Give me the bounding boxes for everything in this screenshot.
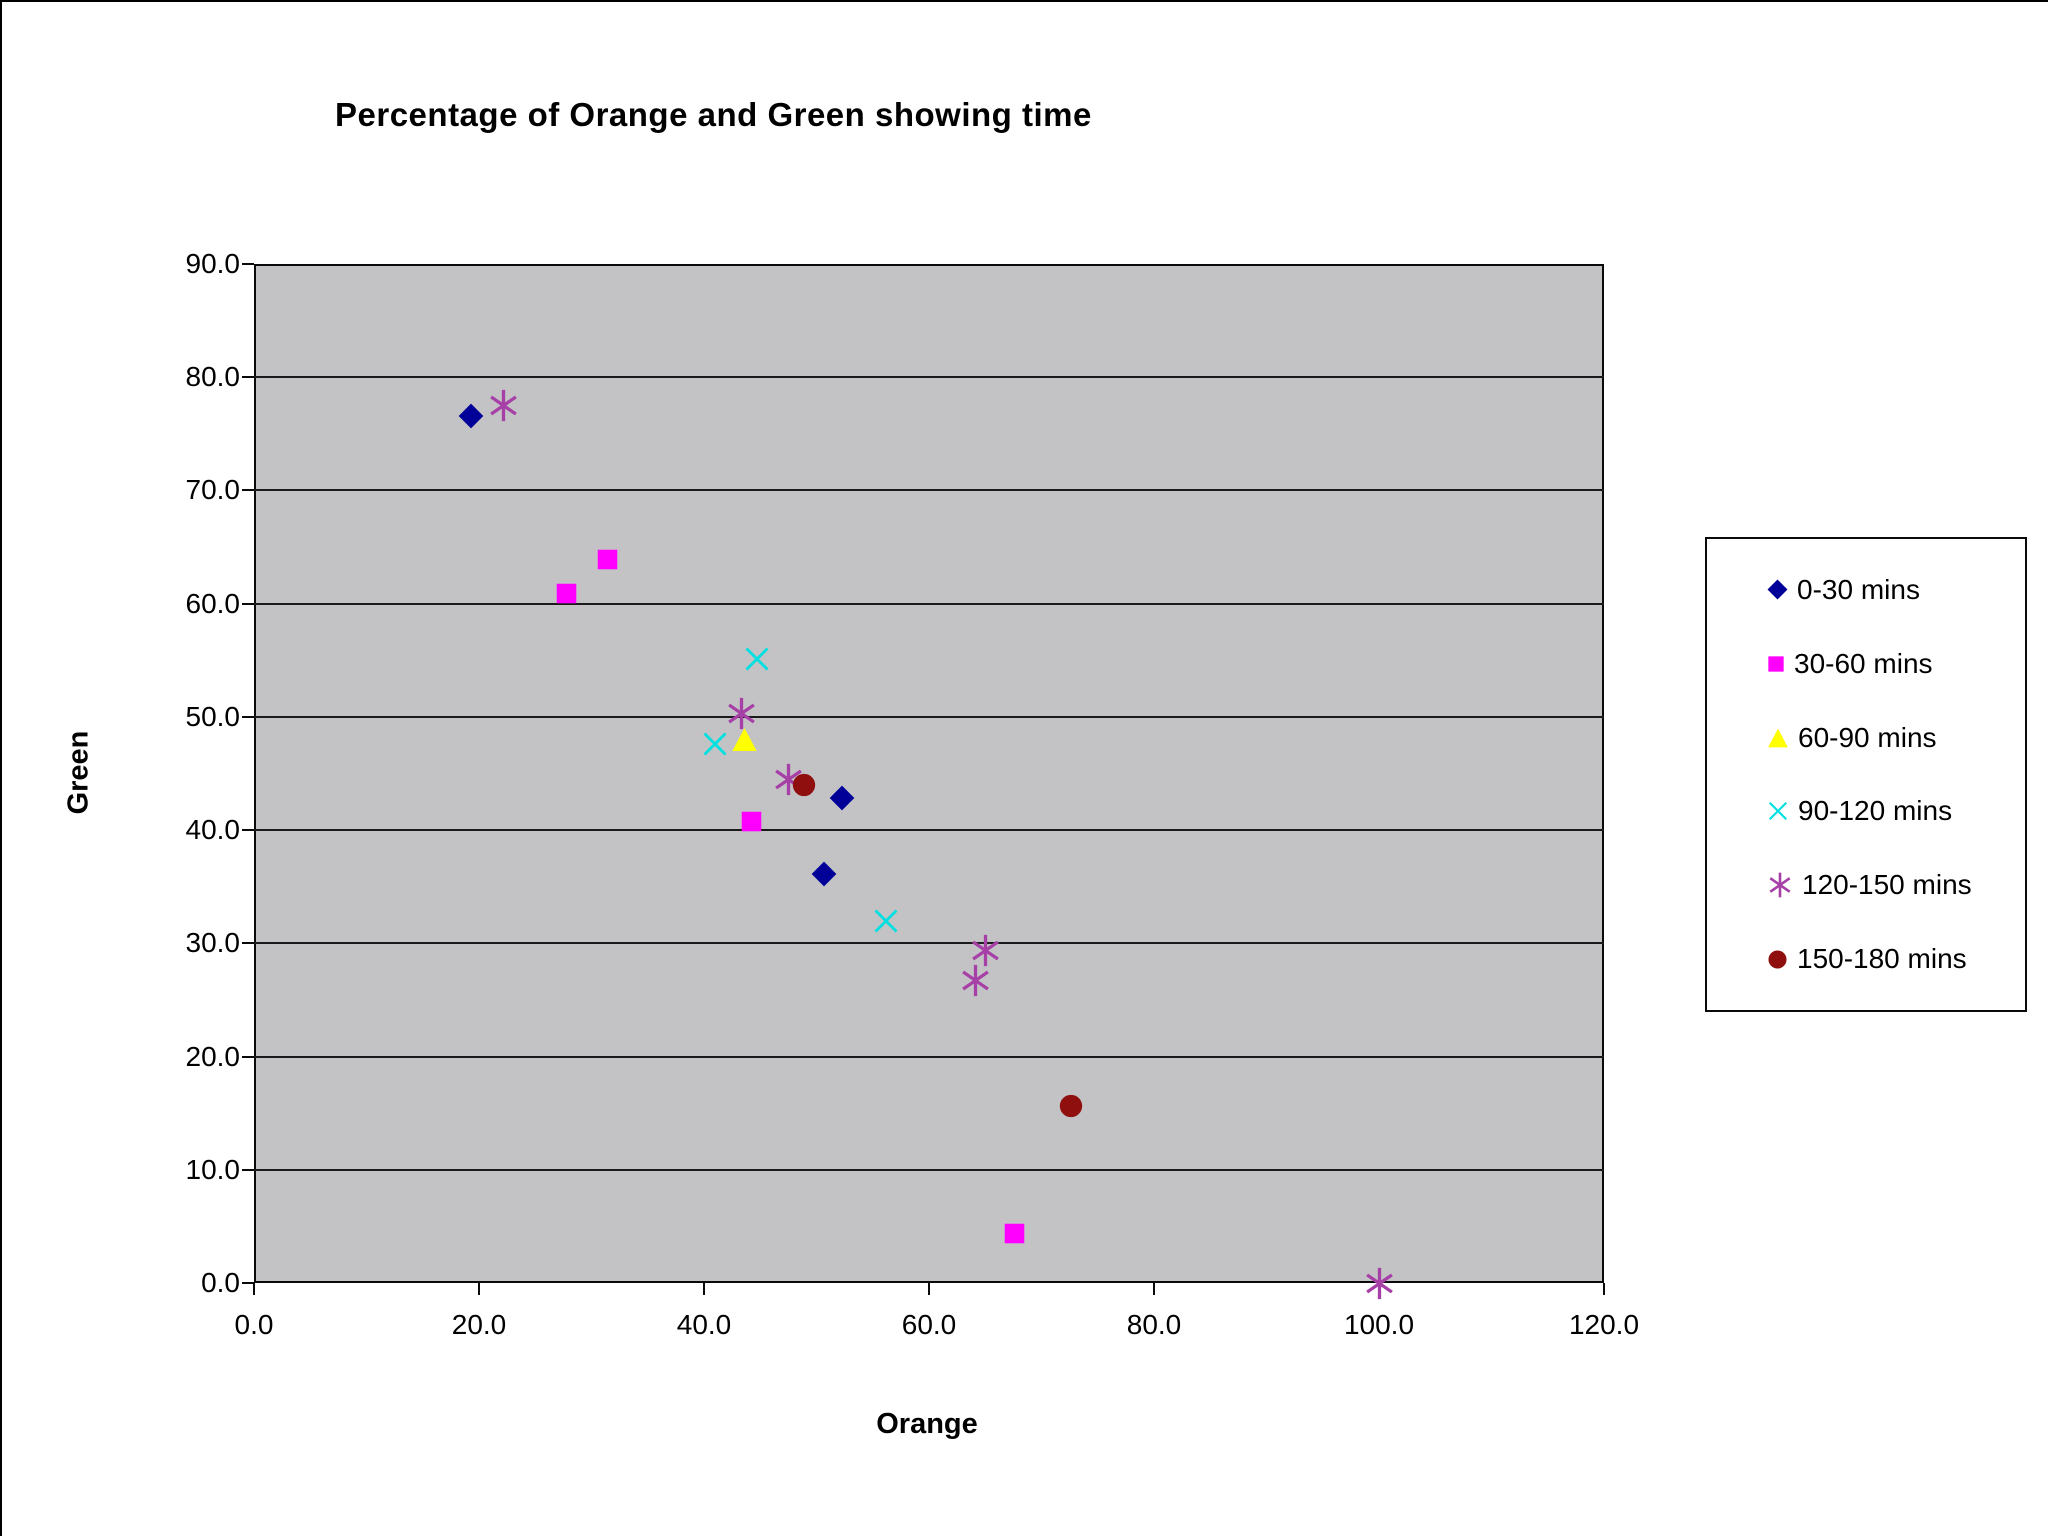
legend-item-label: 60-90 mins (1798, 721, 1937, 753)
y-axis-title: Green (62, 730, 95, 815)
data-point-x[interactable] (743, 645, 771, 673)
y-tick-mark (242, 715, 254, 718)
legend: 0-30 mins 30-60 mins 60-90 mins 90-120 mins… (1705, 537, 2027, 1012)
data-point-diamond[interactable] (811, 861, 837, 887)
legend-item-label: 150-180 mins (1797, 943, 1967, 975)
data-point-asterisk[interactable] (969, 934, 1002, 967)
legend-item-label: 90-120 mins (1798, 795, 1953, 827)
y-tick-mark (242, 1282, 254, 1284)
y-tick-label: 0.0 (201, 1267, 240, 1298)
y-tick-mark (242, 263, 254, 265)
chart-title: Percentage of Orange and Green showing t… (335, 96, 1092, 133)
gridline (254, 942, 1604, 945)
x-tick-mark (703, 1283, 705, 1295)
diamond-legend-marker-icon (1767, 579, 1788, 600)
data-point-square[interactable] (555, 582, 578, 605)
data-point-asterisk[interactable] (1363, 1267, 1396, 1300)
data-point-circle[interactable] (791, 772, 817, 798)
x-tick-mark (478, 1283, 480, 1295)
data-point-x[interactable] (872, 907, 900, 935)
legend-item-label: 30-60 mins (1794, 647, 1933, 679)
x-tick-label: 100.0 (1343, 1309, 1415, 1340)
data-point-square[interactable] (596, 548, 619, 571)
x-tick-label: 60.0 (901, 1309, 957, 1340)
legend-item[interactable]: 90-120 mins (1767, 795, 2019, 827)
y-tick-label: 30.0 (185, 927, 241, 959)
legend-item[interactable]: 150-180 mins (1767, 943, 2019, 975)
plot-area (254, 264, 1604, 1283)
gridline (254, 829, 1604, 832)
gridline (254, 1168, 1604, 1171)
gridline (254, 489, 1604, 492)
y-tick-label: 10.0 (185, 1153, 241, 1185)
data-point-x[interactable] (701, 730, 729, 758)
data-point-diamond[interactable] (829, 785, 855, 811)
y-tick-label: 70.0 (185, 474, 241, 506)
legend-item[interactable]: 120-150 mins (1767, 869, 2019, 901)
y-tick-label: 60.0 (185, 587, 241, 619)
y-tick-label: 50.0 (185, 700, 241, 732)
y-tick-mark (242, 1055, 254, 1058)
data-point-square[interactable] (740, 810, 763, 833)
gridline (254, 1055, 1604, 1058)
x-tick-mark (1153, 1283, 1155, 1295)
x-axis-title: Orange (876, 1408, 978, 1440)
gridline (254, 602, 1604, 605)
y-tick-label: 40.0 (185, 814, 241, 846)
data-point-square[interactable] (1003, 1222, 1026, 1245)
y-tick-mark (242, 1168, 254, 1171)
y-tick-label: 80.0 (185, 361, 241, 393)
y-tick-mark (242, 376, 254, 379)
y-tick-label: 20.0 (185, 1040, 241, 1072)
y-tick-mark (242, 829, 254, 832)
x-tick-label: 0.0 (234, 1309, 274, 1340)
legend-item[interactable]: 60-90 mins (1767, 722, 2019, 754)
y-tick-mark (242, 942, 254, 945)
x-tick-mark (1603, 1283, 1605, 1295)
y-tick-mark (242, 602, 254, 605)
gridline (254, 715, 1604, 718)
legend-item-label: 120-150 mins (1802, 869, 1972, 901)
x-tick-label: 20.0 (451, 1309, 507, 1340)
x-tick-mark (928, 1283, 930, 1295)
data-point-asterisk[interactable] (725, 697, 758, 730)
x-tick-mark (253, 1283, 255, 1295)
data-point-asterisk[interactable] (959, 964, 992, 997)
data-point-circle[interactable] (1058, 1093, 1084, 1119)
asterisk-legend-marker-icon (1767, 872, 1793, 898)
gridline (254, 376, 1604, 379)
x-tick-label: 80.0 (1126, 1309, 1182, 1340)
square-legend-marker-icon (1767, 655, 1785, 673)
data-point-triangle[interactable] (731, 726, 758, 753)
y-tick-label: 90.0 (185, 248, 241, 279)
x-legend-marker-icon (1767, 800, 1789, 822)
x-tick-label: 120.0 (1568, 1309, 1640, 1340)
legend-item[interactable]: 0-30 mins (1767, 574, 2019, 606)
data-point-asterisk[interactable] (487, 389, 520, 422)
legend-item-label: 0-30 mins (1797, 573, 1920, 605)
circle-legend-marker-icon (1767, 949, 1788, 970)
y-tick-mark (242, 489, 254, 492)
x-tick-label: 40.0 (676, 1309, 732, 1340)
data-point-diamond[interactable] (458, 403, 484, 429)
triangle-legend-marker-icon (1767, 727, 1789, 749)
legend-item[interactable]: 30-60 mins (1767, 648, 2019, 680)
